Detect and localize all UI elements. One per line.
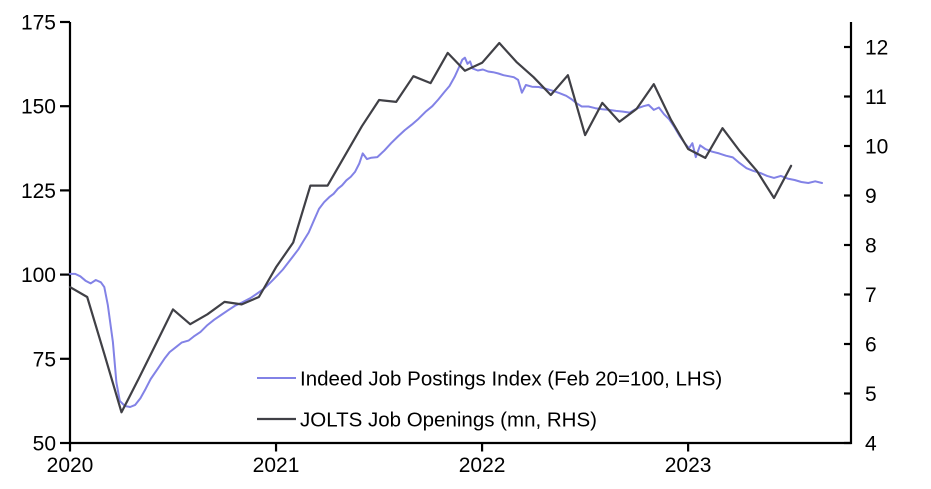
indeed-legend-label: Indeed Job Postings Index (Feb 20=100, L…: [300, 368, 722, 391]
x-axis-year-label: 2022: [459, 454, 506, 477]
left-axis-tick-label: 175: [21, 12, 56, 35]
left-axis-tick-label: 50: [33, 433, 56, 456]
right-axis-tick-label: 11: [865, 86, 887, 109]
left-axis-tick-label: 75: [33, 348, 56, 371]
x-axis-year-label: 2023: [665, 454, 712, 477]
right-axis-tick-label: 10: [865, 136, 888, 159]
x-axis-year-label: 2020: [47, 454, 94, 477]
right-axis-tick-label: 7: [865, 284, 877, 307]
left-axis-tick-label: 150: [21, 96, 56, 119]
right-axis-tick-label: 8: [865, 235, 877, 258]
right-axis-tick-label: 6: [865, 334, 877, 357]
right-axis-tick-label: 9: [865, 185, 877, 208]
right-axis-tick-label: 5: [865, 383, 877, 406]
jolts-legend-label: JOLTS Job Openings (mn, RHS): [300, 409, 597, 432]
left-axis-tick-label: 125: [21, 180, 56, 203]
jolts-series-line: [68, 41, 793, 414]
right-axis-tick-label: 4: [865, 433, 877, 456]
axis-tick-labels: 50 75 100 125 150 175 4 5 6 7 8 9 10 11 12 2020 2021 2022…: [21, 12, 888, 478]
right-axis-tick-label: 12: [865, 37, 888, 60]
axis-ticks: [60, 20, 851, 452]
axis-spines: [68, 22, 853, 445]
series-lines: [68, 41, 823, 414]
x-axis-year-label: 2021: [253, 454, 300, 477]
left-axis-tick-label: 100: [21, 264, 56, 287]
legend: Indeed Job Postings Index (Feb 20=100, L…: [257, 368, 722, 432]
indeed-series-line: [69, 56, 823, 408]
axes: [68, 22, 853, 445]
